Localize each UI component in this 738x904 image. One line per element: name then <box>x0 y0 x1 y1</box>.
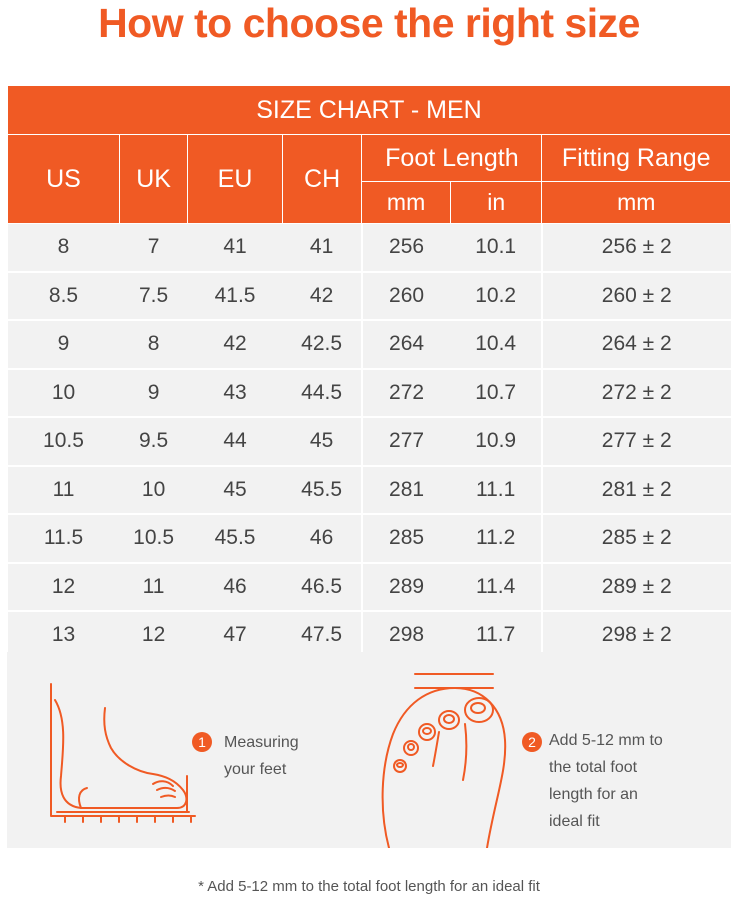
size-chart-table: SIZE CHART - MEN US UK EU CH Foot Length… <box>7 85 731 661</box>
step-two-line2: the total foot <box>549 759 638 776</box>
page-title: How to choose the right size <box>98 0 640 46</box>
cell-uk: 10.5 <box>119 514 188 564</box>
cell-ch: 44.5 <box>282 368 362 418</box>
table-row: 8 7 41 41 256 10.1 256 ± 2 <box>7 223 731 273</box>
header-ch: CH <box>281 134 363 224</box>
step-one-badge: 1 <box>192 732 212 752</box>
cell-eu: 43 <box>187 368 283 418</box>
cell-mm: 272 <box>360 368 451 418</box>
cell-uk: 11 <box>119 562 188 612</box>
cell-mm: 281 <box>360 465 451 515</box>
cell-in: 10.9 <box>450 417 542 467</box>
cell-eu: 41.5 <box>187 271 283 321</box>
step-one-line2: your feet <box>224 761 287 778</box>
cell-mm: 260 <box>360 271 451 321</box>
cell-eu: 42 <box>187 320 283 370</box>
cell-fitting-range: 264 ± 2 <box>540 320 731 370</box>
cell-in: 10.7 <box>450 368 542 418</box>
header-foot-length: Foot Length <box>361 134 543 182</box>
cell-us: 10.5 <box>7 417 120 467</box>
cell-uk: 8 <box>119 320 188 370</box>
cell-ch: 45 <box>282 417 362 467</box>
cell-uk: 10 <box>119 465 188 515</box>
measuring-guide: 1 Measuring your feet 2 Add 5-12 mm to t… <box>7 652 731 848</box>
cell-us: 11.5 <box>7 514 120 564</box>
cell-in: 11.4 <box>450 562 542 612</box>
cell-mm: 256 <box>360 223 451 273</box>
table-row: 11.5 10.5 45.5 46 285 11.2 285 ± 2 <box>7 514 731 564</box>
header-mm: mm <box>361 181 451 224</box>
cell-fitting-range: 272 ± 2 <box>540 368 731 418</box>
cell-fitting-range: 256 ± 2 <box>540 223 731 273</box>
foot-measuring-illustration <box>50 683 196 823</box>
cell-fitting-range: 281 ± 2 <box>540 465 731 515</box>
step-two-badge: 2 <box>522 732 542 752</box>
table-row: 9 8 42 42.5 264 10.4 264 ± 2 <box>7 320 731 370</box>
cell-us: 11 <box>7 465 120 515</box>
cell-eu: 44 <box>187 417 283 467</box>
cell-us: 8 <box>7 223 120 273</box>
step-one-text: Measuring your feet <box>224 729 299 783</box>
cell-in: 10.4 <box>450 320 542 370</box>
cell-uk: 9 <box>119 368 188 418</box>
header-fitting-range: Fitting Range <box>541 134 731 182</box>
cell-us: 12 <box>7 562 120 612</box>
cell-eu: 41 <box>187 223 283 273</box>
cell-fitting-range: 277 ± 2 <box>540 417 731 467</box>
cell-eu: 46 <box>187 562 283 612</box>
table-row: 10 9 43 44.5 272 10.7 272 ± 2 <box>7 368 731 418</box>
cell-in: 11.2 <box>450 514 542 564</box>
cell-mm: 264 <box>360 320 451 370</box>
cell-eu: 45 <box>187 465 283 515</box>
header-eu: EU <box>187 134 283 224</box>
cell-eu: 45.5 <box>187 514 283 564</box>
size-chart-band: SIZE CHART - MEN <box>7 85 731 135</box>
cell-us: 8.5 <box>7 271 120 321</box>
cell-in: 10.1 <box>450 223 542 273</box>
step-two-text: Add 5-12 mm to the total foot length for… <box>549 727 663 835</box>
step-one-line1: Measuring <box>224 734 299 751</box>
cell-mm: 285 <box>360 514 451 564</box>
header-uk: UK <box>118 134 189 224</box>
cell-ch: 46.5 <box>282 562 362 612</box>
cell-ch: 45.5 <box>282 465 362 515</box>
header-in: in <box>449 181 543 224</box>
table-row: 10.5 9.5 44 45 277 10.9 277 ± 2 <box>7 417 731 467</box>
cell-fitting-range: 285 ± 2 <box>540 514 731 564</box>
cell-ch: 46 <box>282 514 362 564</box>
step-two-line4: ideal fit <box>549 813 600 830</box>
cell-us: 9 <box>7 320 120 370</box>
cell-fitting-range: 260 ± 2 <box>540 271 731 321</box>
table-row: 11 10 45 45.5 281 11.1 281 ± 2 <box>7 465 731 515</box>
cell-uk: 7 <box>119 223 188 273</box>
table-row: 8.5 7.5 41.5 42 260 10.2 260 ± 2 <box>7 271 731 321</box>
cell-uk: 9.5 <box>119 417 188 467</box>
cell-mm: 289 <box>360 562 451 612</box>
cell-ch: 41 <box>282 223 362 273</box>
footnote: * Add 5-12 mm to the total foot length f… <box>198 878 540 895</box>
cell-us: 10 <box>7 368 120 418</box>
cell-fitting-range: 289 ± 2 <box>540 562 731 612</box>
cell-uk: 7.5 <box>119 271 188 321</box>
cell-in: 11.1 <box>450 465 542 515</box>
toes-illustration <box>381 673 507 848</box>
cell-ch: 42 <box>282 271 362 321</box>
cell-mm: 277 <box>360 417 451 467</box>
step-two-line3: length for an <box>549 786 638 803</box>
header-range-unit: mm <box>541 181 731 224</box>
step-two-line1: Add 5-12 mm to <box>549 732 663 749</box>
table-row: 12 11 46 46.5 289 11.4 289 ± 2 <box>7 562 731 612</box>
header-us: US <box>7 134 120 224</box>
cell-in: 10.2 <box>450 271 542 321</box>
cell-ch: 42.5 <box>282 320 362 370</box>
